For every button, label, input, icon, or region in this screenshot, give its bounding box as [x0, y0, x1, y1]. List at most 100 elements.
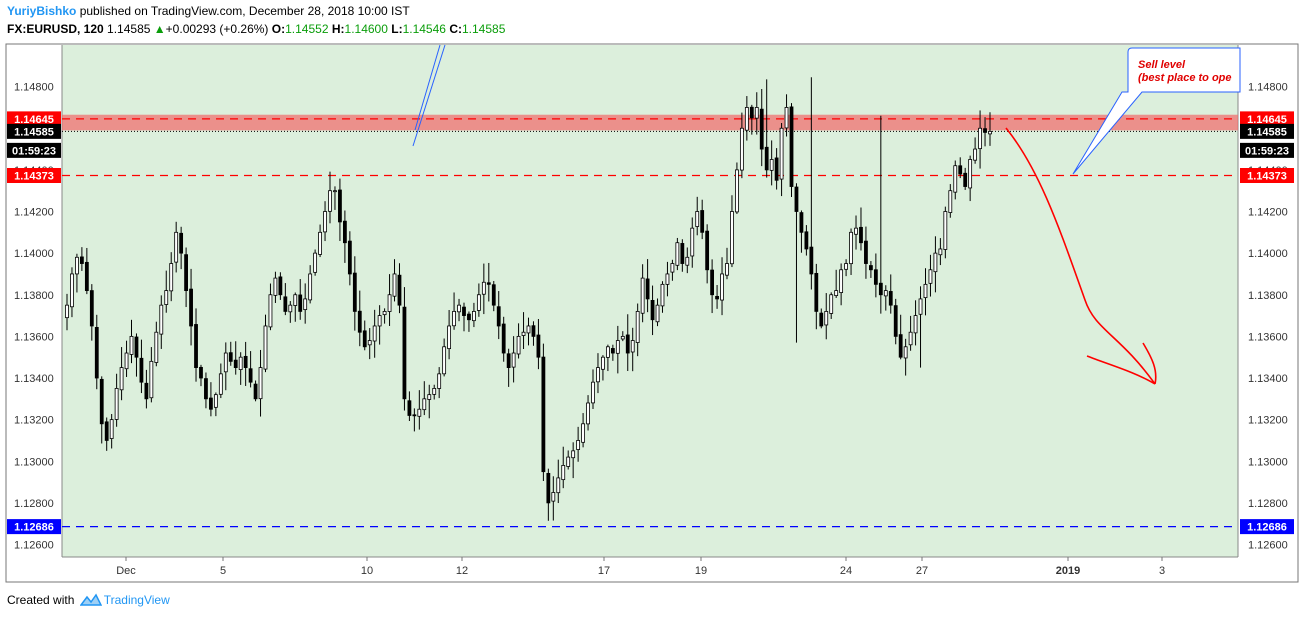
- candle-body: [506, 353, 511, 369]
- candle-body: [943, 211, 948, 250]
- y-tick-label-left: 1.13000: [14, 456, 54, 468]
- candle-body: [65, 304, 69, 319]
- candle-body: [869, 265, 873, 271]
- candle-body: [328, 190, 332, 212]
- candle-body: [784, 107, 789, 129]
- candle-body: [189, 288, 193, 327]
- candle-body: [248, 368, 253, 383]
- candle-body: [794, 186, 799, 212]
- low-value: 1.14546: [402, 22, 446, 36]
- tradingview-brand[interactable]: TradingView: [103, 593, 170, 607]
- author-name[interactable]: YuriyBishko: [7, 4, 77, 18]
- level-tag-right: 1.14373: [1247, 170, 1287, 182]
- candle-body: [645, 278, 650, 300]
- sell-level-callout[interactable]: [1072, 47, 1241, 175]
- candle-body: [834, 290, 839, 297]
- candle-body: [625, 334, 630, 354]
- y-tick-label-left: 1.13200: [14, 415, 54, 427]
- candle-body: [700, 210, 705, 233]
- candle-body: [908, 331, 913, 346]
- candle-body: [134, 336, 139, 358]
- callout-title: Sell level: [1138, 59, 1186, 71]
- tradingview-logo-icon: [79, 593, 102, 606]
- candle-body: [556, 477, 561, 494]
- created-with-text: Created with: [7, 593, 75, 607]
- x-tick-label: 5: [220, 565, 226, 577]
- y-axis-ticks: 1.12600 1.12600 1.12800 1.12800 1.13000 1.130…: [14, 82, 1288, 552]
- candle-body: [114, 388, 119, 420]
- level-tag-left: 1.14373: [14, 170, 54, 182]
- ohlc-line: FX:EURUSD, 120 1.14585 ▲+0.00293 (+0.26%…: [7, 22, 505, 36]
- candle-body: [670, 263, 675, 273]
- level-tag-right-bg: [1240, 519, 1294, 535]
- candle-body: [526, 325, 531, 334]
- level-tag-left: 1.12686: [14, 522, 54, 534]
- candle-body: [948, 190, 953, 213]
- y-tick-label-left: 1.14800: [14, 82, 54, 94]
- level-tag-left: 1.14645: [14, 114, 54, 126]
- candle-body: [864, 240, 868, 264]
- candle-body: [774, 157, 779, 181]
- high-value: 1.14600: [344, 22, 388, 36]
- candle-body: [591, 381, 595, 404]
- candle-body: [541, 356, 546, 473]
- candle-body: [437, 373, 442, 389]
- candle-body: [898, 334, 903, 358]
- candle-body: [75, 256, 79, 275]
- y-tick-label-left: 1.13600: [14, 331, 54, 343]
- candle-body: [467, 313, 471, 321]
- candle-body: [913, 315, 918, 334]
- x-axis-ticks: Dec 5 10 12 17 19 24 27 2019 3: [116, 557, 1165, 577]
- candle-body: [412, 414, 417, 417]
- open-label: O:: [271, 22, 286, 36]
- candle-body: [422, 398, 427, 411]
- candle-body: [769, 159, 774, 171]
- candle-body: [99, 378, 104, 425]
- candle-body: [457, 304, 461, 313]
- candle-body: [462, 306, 466, 316]
- candle-body: [79, 256, 84, 264]
- close-value: 1.14585: [461, 22, 506, 36]
- candle-body: [333, 190, 337, 193]
- candle-body: [680, 243, 685, 264]
- candle-body: [918, 298, 923, 315]
- candle-body: [427, 394, 432, 400]
- candle-body: [903, 346, 908, 359]
- candle-body: [958, 165, 963, 175]
- candle-body: [313, 252, 318, 273]
- candle-body: [273, 277, 278, 296]
- x-tick-label: 24: [840, 565, 852, 577]
- y-tick-label-left: 1.14200: [14, 207, 54, 219]
- candle-body: [705, 230, 710, 271]
- candle-body: [233, 359, 238, 369]
- candle-body: [129, 335, 134, 355]
- candle-body: [819, 312, 824, 327]
- y-tick-label-right: 1.14200: [1248, 207, 1288, 219]
- candle-body: [844, 263, 848, 270]
- candle-body: [928, 269, 933, 284]
- candle-body: [873, 269, 878, 285]
- candle-body: [258, 367, 263, 400]
- candle-body: [551, 492, 556, 502]
- candle-body: [576, 440, 581, 450]
- candle-body: [169, 263, 174, 292]
- change-value: +0.00293 (+0.26%): [165, 22, 269, 36]
- candle-body: [288, 304, 293, 313]
- candle-body: [695, 211, 700, 227]
- last-price: 1.14585: [107, 22, 151, 36]
- candle-body: [238, 356, 243, 370]
- candle-body: [476, 294, 481, 311]
- publish-info: published on TradingView.com, December 2…: [79, 4, 410, 18]
- arrow-head-left: [1086, 355, 1156, 385]
- y-tick-label-right: 1.13200: [1248, 415, 1288, 427]
- candle-body: [159, 304, 164, 335]
- forecast-arrow: [1005, 127, 1156, 385]
- candle-body: [104, 421, 109, 441]
- candle-body: [194, 324, 198, 369]
- x-tick-label: Dec: [116, 565, 136, 577]
- y-tick-label-right: 1.12800: [1248, 498, 1288, 510]
- candle-body: [973, 148, 978, 161]
- candle-body: [362, 330, 367, 348]
